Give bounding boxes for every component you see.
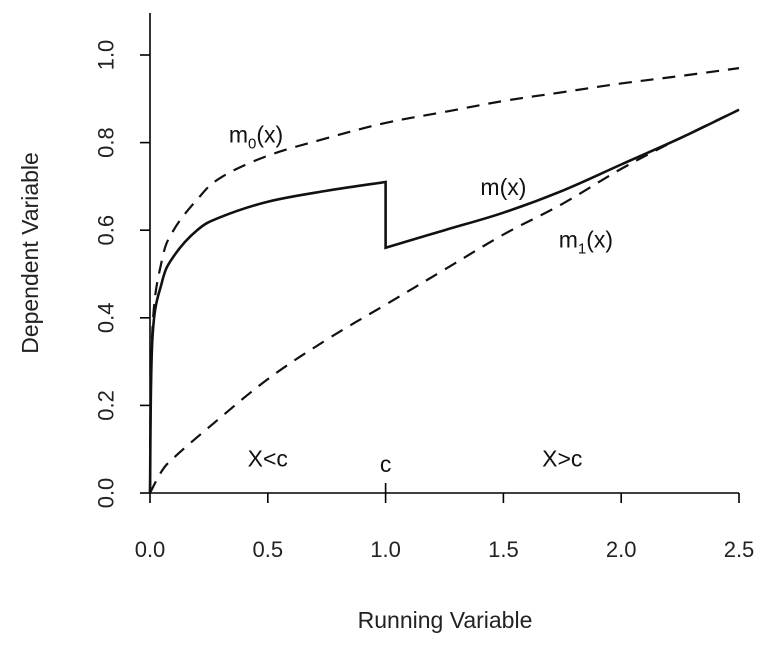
series-label-m0x: m0(x)	[229, 122, 283, 153]
cutoff-label: c	[380, 451, 392, 477]
x-tick-label: 1.0	[370, 537, 401, 562]
y-tick-label: 0.2	[94, 390, 119, 421]
x-tick-label: 2.0	[606, 537, 637, 562]
x-axis-title: Running Variable	[358, 607, 533, 633]
series-label-mx: m(x)	[480, 174, 526, 200]
y-tick-label: 0.6	[94, 215, 119, 246]
series-label-base: m	[480, 174, 499, 200]
series-line-m0x	[148, 67, 740, 494]
series-line-m1x	[149, 108, 740, 494]
series-label-base: m	[559, 227, 578, 253]
y-tick-label: 1.0	[94, 40, 119, 71]
region-label: X>c	[542, 446, 582, 472]
series-label-m1x: m1(x)	[559, 227, 613, 258]
series-line-mx	[148, 108, 740, 494]
series-label-tail: (x)	[586, 227, 613, 253]
y-tick-label: 0.4	[94, 303, 119, 334]
y-tick-label: 0.8	[94, 127, 119, 158]
y-tick-label: 0.0	[94, 478, 119, 509]
y-axis-title: Dependent Variable	[17, 152, 43, 354]
curves-group	[148, 67, 740, 494]
series-label-base: m	[229, 122, 248, 148]
series-label-subscript: 1	[578, 241, 586, 258]
series-label-tail: (x)	[256, 122, 283, 148]
x-tick-label: 0.0	[135, 537, 166, 562]
labels-group: m0(x)m(x)m1(x)X<c X>c	[229, 122, 613, 472]
series-label-tail: (x)	[500, 174, 527, 200]
region-label: X<c	[248, 446, 288, 472]
series-label-subscript: 0	[248, 136, 256, 153]
x-tick-label: 0.5	[253, 537, 284, 562]
x-tick-label: 1.5	[488, 537, 519, 562]
x-tick-label: 2.5	[724, 537, 755, 562]
axes-group: 0.0 0.5 1.0 1.5 2.0 2.5 0.0 0.2 0.4 0.6 0.8 1.0 c	[94, 13, 755, 562]
